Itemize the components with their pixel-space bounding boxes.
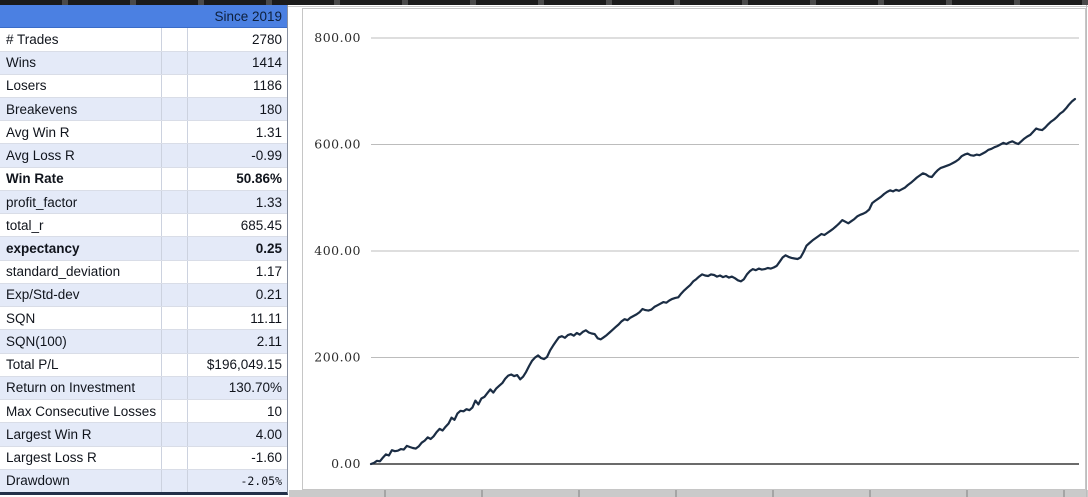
table-row: SQN 11.11 [0, 307, 287, 331]
metric-label[interactable]: Largest Loss R [0, 446, 162, 469]
equity-chart-canvas: 0.00 200.00 400.00 600.00 800.00 [314, 30, 1079, 471]
table-row: Return on Investment 130.70% [0, 376, 287, 401]
spacer-cell[interactable] [162, 74, 188, 97]
metric-value[interactable]: 2.11 [256, 333, 282, 349]
y-axis-tick-label: 600.00 [314, 137, 361, 152]
table-row: SQN(100) 2.11 [0, 330, 287, 354]
metric-value[interactable]: 685.45 [240, 217, 282, 233]
spacer-cell[interactable] [162, 190, 188, 214]
metric-label[interactable]: Win Rate [0, 167, 162, 190]
spreadsheet-grid-strip [289, 490, 1088, 497]
spacer-cell[interactable] [162, 167, 188, 190]
table-row: Avg Win R 1.31 [0, 121, 287, 145]
table-row: Win Rate 50.86% [0, 167, 287, 191]
metric-label[interactable]: # Trades [0, 28, 162, 51]
metric-label[interactable]: Wins [0, 51, 162, 74]
table-row: total_r 685.45 [0, 214, 287, 238]
metric-label[interactable]: Avg Win R [0, 121, 162, 144]
metric-value[interactable]: 50.86% [236, 171, 282, 187]
grid-hairline [288, 6, 1088, 7]
table-row: Largest Win R 4.00 [0, 423, 287, 447]
metric-label[interactable]: Breakevens [0, 98, 162, 121]
table-header-since-2019[interactable]: Since 2019 [0, 5, 287, 29]
table-row: Wins 1414 [0, 51, 287, 75]
metric-label[interactable]: total_r [0, 214, 162, 237]
table-row: Total P/L $196,049.15 [0, 353, 287, 377]
metric-value[interactable]: 130.70% [228, 380, 282, 396]
spacer-cell[interactable] [162, 237, 188, 260]
y-axis-tick-label: 0.00 [331, 456, 361, 471]
spacer-cell[interactable] [162, 51, 188, 74]
spacer-cell[interactable] [162, 400, 188, 423]
metric-label[interactable]: SQN(100) [0, 330, 162, 353]
table-row: expectancy 0.25 [0, 237, 287, 261]
metric-value[interactable]: 0.21 [255, 287, 282, 303]
metric-value[interactable]: -0.99 [251, 148, 282, 164]
table-row: profit_factor 1.33 [0, 190, 287, 215]
metric-value[interactable]: 1186 [252, 78, 282, 94]
metric-value[interactable]: 1.31 [255, 124, 282, 140]
metric-value[interactable]: 1414 [251, 55, 282, 71]
metric-label[interactable]: Max Consecutive Losses [0, 400, 162, 423]
metric-value[interactable]: 180 [259, 101, 282, 117]
spacer-cell[interactable] [162, 260, 188, 283]
table-row: Max Consecutive Losses 10 [0, 400, 287, 424]
y-axis-tick-label: 400.00 [314, 243, 361, 258]
metric-value[interactable]: 11.11 [250, 310, 282, 326]
table-row: standard_deviation 1.17 [0, 260, 287, 284]
spacer-cell[interactable] [162, 121, 188, 144]
table-row: Drawdown -2.05% [0, 469, 287, 492]
spacer-cell[interactable] [162, 446, 188, 469]
metric-value[interactable]: 1.33 [255, 194, 282, 210]
metric-label[interactable]: profit_factor [0, 190, 162, 214]
metric-value[interactable]: -1.60 [251, 450, 282, 466]
metric-value[interactable]: $196,049.15 [206, 357, 282, 373]
metric-value[interactable]: 1.17 [255, 264, 282, 280]
spacer-cell[interactable] [162, 307, 188, 330]
table-row: Exp/Std-dev 0.21 [0, 283, 287, 308]
table-row: # Trades 2780 [0, 28, 287, 52]
spacer-cell[interactable] [162, 423, 188, 446]
spacer-cell[interactable] [162, 469, 188, 492]
window-right-edge [1086, 5, 1087, 497]
spacer-cell[interactable] [162, 353, 188, 376]
equity-chart[interactable]: 0.00 200.00 400.00 600.00 800.00 [302, 8, 1086, 490]
spacer-cell[interactable] [162, 98, 188, 121]
metric-value[interactable]: 2780 [251, 31, 282, 47]
metric-label[interactable]: Avg Loss R [0, 144, 162, 167]
metric-value[interactable]: 10 [266, 403, 282, 419]
y-axis-tick-label: 200.00 [314, 350, 361, 365]
metric-label[interactable]: Total P/L [0, 353, 162, 376]
spacer-cell[interactable] [162, 144, 188, 167]
metric-label[interactable]: Largest Win R [0, 423, 162, 446]
spacer-cell[interactable] [162, 283, 188, 307]
metric-label[interactable]: Losers [0, 74, 162, 97]
metric-value[interactable]: -2.05% [240, 473, 282, 488]
metric-label[interactable]: Drawdown [0, 469, 162, 492]
metric-label[interactable]: SQN [0, 307, 162, 330]
metric-value[interactable]: 4.00 [255, 426, 282, 442]
metric-label[interactable]: expectancy [0, 237, 162, 260]
window-top-edge [0, 0, 1088, 5]
spacer-cell[interactable] [162, 214, 188, 237]
spacer-cell[interactable] [162, 376, 188, 400]
y-axis-tick-label: 800.00 [314, 30, 361, 45]
metric-label[interactable]: Exp/Std-dev [0, 283, 162, 307]
metric-label[interactable]: standard_deviation [0, 260, 162, 283]
metric-label[interactable]: Return on Investment [0, 376, 162, 400]
table-row: Losers 1186 [0, 74, 287, 98]
stats-table: Since 2019 # Trades 2780 Wins 1414 Losers 118… [0, 5, 288, 495]
table-row: Breakevens 180 [0, 98, 287, 122]
metric-value[interactable]: 0.25 [255, 241, 282, 257]
table-row: Largest Loss R -1.60 [0, 446, 287, 470]
table-row: Avg Loss R -0.99 [0, 144, 287, 168]
spacer-cell[interactable] [162, 28, 188, 51]
equity-curve [369, 97, 1077, 466]
spacer-cell[interactable] [162, 330, 188, 353]
